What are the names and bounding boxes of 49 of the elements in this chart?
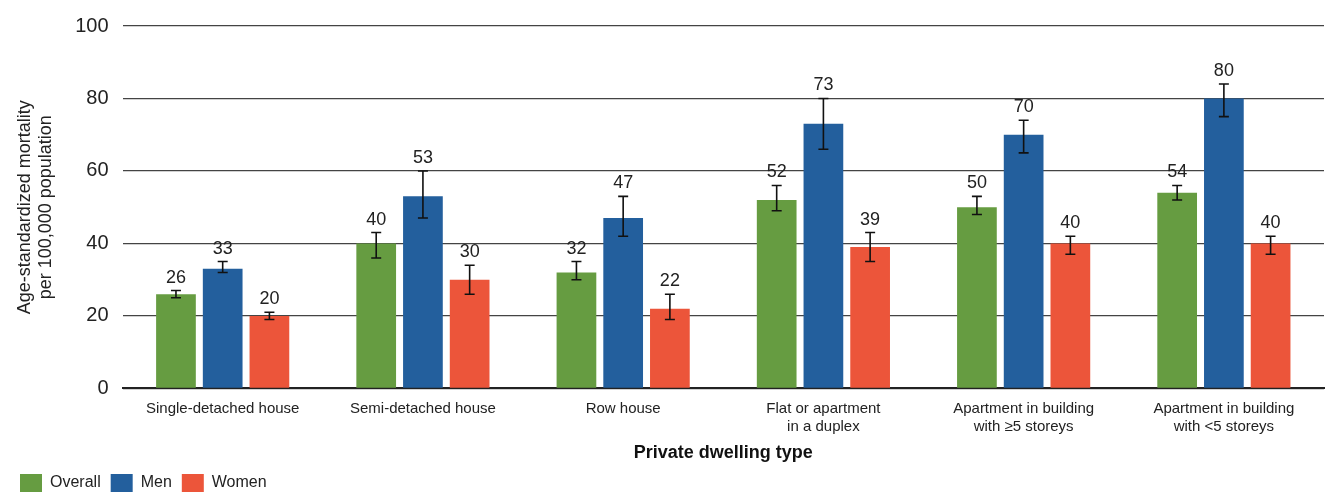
data-label: 80 <box>1213 59 1234 80</box>
bar <box>756 199 797 388</box>
data-label: 20 <box>259 288 280 309</box>
data-label: 30 <box>459 241 480 262</box>
bar <box>556 272 597 388</box>
data-label: 40 <box>366 208 387 229</box>
y-tick-label: 40 <box>86 230 109 253</box>
bar <box>356 243 397 388</box>
bar <box>156 294 196 388</box>
x-tick-label: Semi-detached house <box>349 398 496 416</box>
data-label: 53 <box>412 146 433 167</box>
data-label: 73 <box>813 74 834 95</box>
x-tick-label: Single-detached house <box>145 398 300 416</box>
data-label: 70 <box>1013 96 1034 117</box>
x-axis-title: Private dwelling type <box>633 442 813 463</box>
data-label: 22 <box>659 270 680 291</box>
x-tick-label: Apartment in building with <5 storeys <box>1153 398 1295 434</box>
bar <box>1250 243 1291 388</box>
bar <box>449 279 490 388</box>
legend-label: Women <box>211 473 267 491</box>
y-tick-label: 20 <box>86 303 109 326</box>
bar <box>850 247 890 388</box>
y-tick-label: 80 <box>86 86 109 108</box>
bar <box>249 315 290 388</box>
bar <box>403 196 443 388</box>
y-tick-label: 100 <box>75 13 109 36</box>
x-tick-label: Apartment in building with ≥5 storeys <box>953 398 1095 434</box>
data-label: 26 <box>165 266 186 287</box>
bar <box>1003 134 1044 388</box>
bar <box>1204 98 1244 388</box>
data-label: 40 <box>1260 212 1281 233</box>
legend-label: Overall <box>50 473 101 491</box>
y-tick-label: 60 <box>86 158 109 181</box>
bar <box>650 308 690 388</box>
bar <box>202 268 243 388</box>
bar <box>1157 192 1198 388</box>
data-label: 47 <box>613 172 634 193</box>
data-label: 39 <box>860 208 881 229</box>
data-label: 50 <box>966 172 987 193</box>
bar <box>803 123 844 388</box>
x-tick-label: Row house <box>585 398 661 416</box>
bar <box>957 207 997 388</box>
data-label: 40 <box>1060 212 1081 233</box>
y-tick-label: 0 <box>97 375 109 398</box>
x-tick-label: Flat or apartment in a duplex <box>766 398 882 434</box>
y-axis-title: Age-standardized mortality per 100,000 population <box>13 100 56 315</box>
legend-label: Men <box>140 473 172 491</box>
bar <box>603 218 644 388</box>
bar <box>1050 243 1091 388</box>
